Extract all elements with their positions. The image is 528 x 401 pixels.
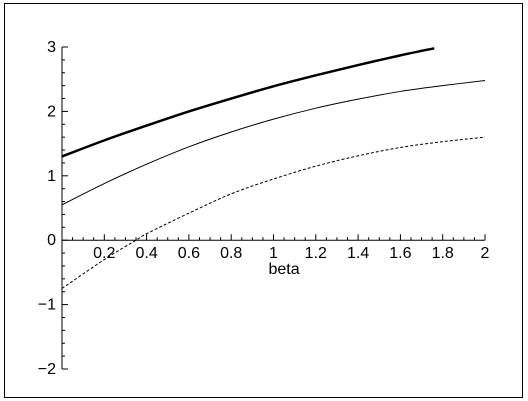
x-tick-label: 1.4 — [347, 245, 369, 262]
series-line-thick — [61, 47, 435, 158]
chart-frame: 0.2 0.4 0.6 0.8 1 1.2 1.4 1.6 1.8 2 −2 −1 0 1 2 3 beta — [4, 3, 523, 398]
y-tick-label: −1 — [38, 297, 56, 314]
x-axis-title: beta — [269, 261, 300, 278]
x-tick-label: 0.2 — [93, 245, 115, 262]
y-tick-label: 1 — [47, 168, 56, 185]
series-group — [61, 47, 486, 289]
series-line-thin — [61, 79, 486, 206]
x-tick-label: 0.6 — [178, 245, 200, 262]
tick-labels: 0.2 0.4 0.6 0.8 1 1.2 1.4 1.6 1.8 2 −2 −1 0 1 2 3 beta — [38, 39, 490, 378]
x-tick-label: 0.8 — [220, 245, 242, 262]
x-tick-label: 1.6 — [389, 245, 411, 262]
x-tick-label: 1 — [269, 245, 278, 262]
series-line-dashed — [61, 136, 486, 289]
y-tick-label: 3 — [47, 39, 56, 56]
x-tick-label: 1.2 — [305, 245, 327, 262]
y-tick-label: −2 — [38, 361, 56, 378]
x-tick-label: 2 — [481, 245, 490, 262]
y-tick-label: 0 — [47, 232, 56, 249]
x-tick-label: 1.8 — [432, 245, 454, 262]
y-tick-label: 2 — [47, 103, 56, 120]
line-chart: 0.2 0.4 0.6 0.8 1 1.2 1.4 1.6 1.8 2 −2 −1 0 1 2 3 beta — [38, 39, 490, 378]
axes — [61, 46, 486, 370]
x-tick-label: 0.4 — [135, 245, 157, 262]
